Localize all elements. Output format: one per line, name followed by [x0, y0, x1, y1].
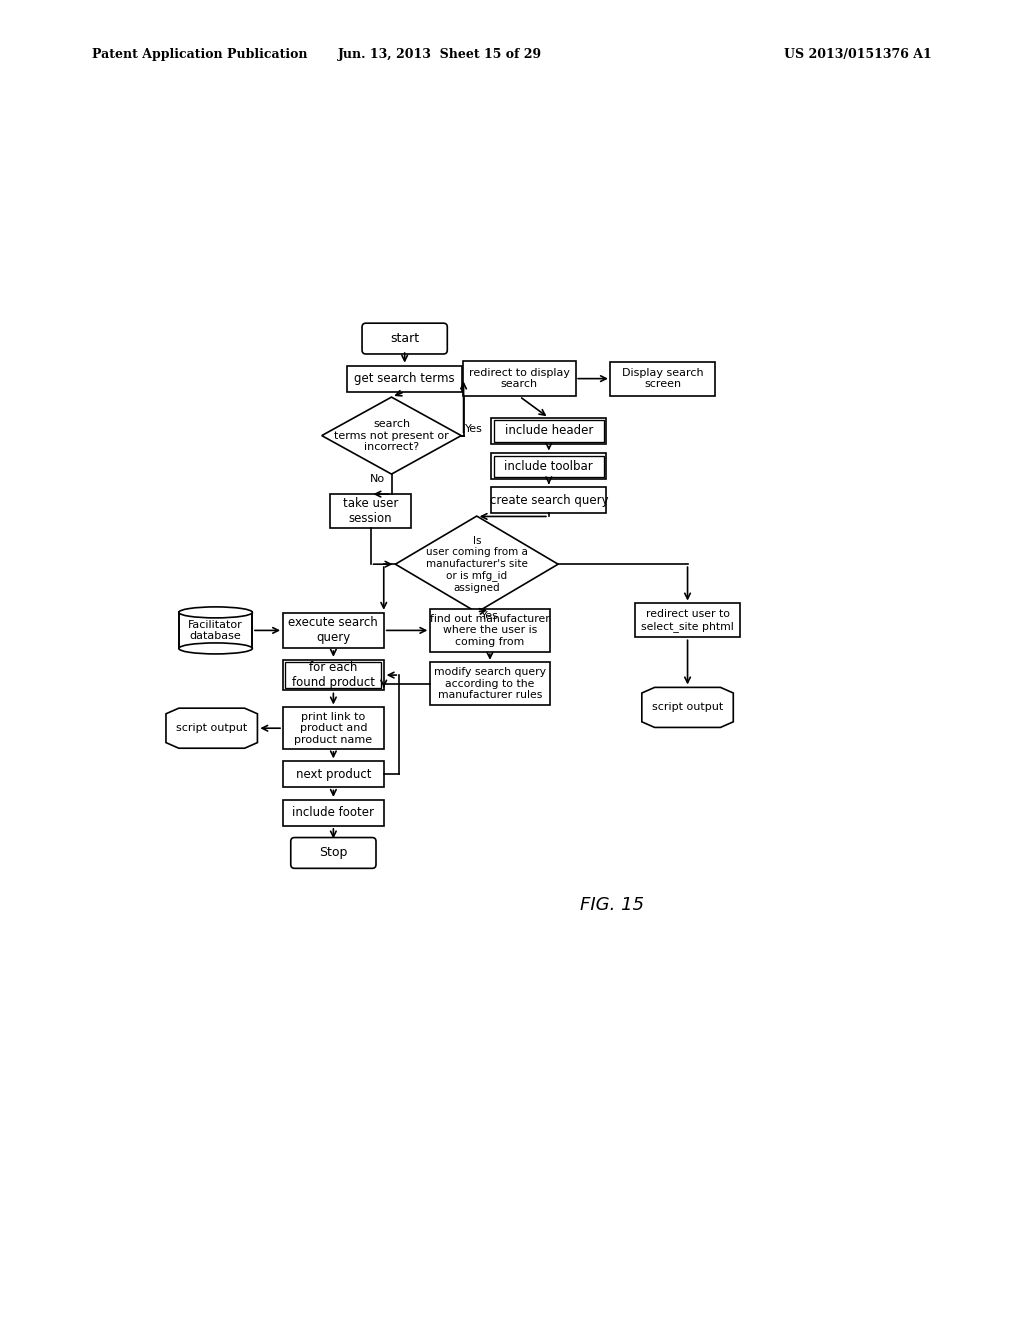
Text: modify search query
according to the
manufacturer rules: modify search query according to the man… — [434, 667, 546, 700]
Text: script output: script output — [652, 702, 723, 713]
Bar — [330, 494, 412, 528]
FancyBboxPatch shape — [291, 837, 376, 869]
Text: US 2013/0151376 A1: US 2013/0151376 A1 — [784, 48, 932, 61]
Bar — [283, 800, 384, 826]
Ellipse shape — [179, 643, 252, 653]
Polygon shape — [642, 688, 733, 727]
Bar — [430, 663, 550, 705]
Text: get search terms: get search terms — [354, 372, 455, 385]
Text: Jun. 13, 2013  Sheet 15 of 29: Jun. 13, 2013 Sheet 15 of 29 — [338, 48, 543, 61]
Text: Is
user coming from a
manufacturer's site
or is mfg_id
assigned: Is user coming from a manufacturer's sit… — [426, 536, 527, 593]
Bar — [179, 612, 252, 648]
Bar — [430, 610, 550, 652]
Bar — [286, 663, 381, 688]
Text: FIG. 15: FIG. 15 — [581, 896, 644, 915]
Text: Display search
screen: Display search screen — [622, 368, 703, 389]
Bar — [492, 487, 606, 513]
Bar — [492, 453, 606, 479]
Text: script output: script output — [176, 723, 248, 733]
Text: redirect to display
search: redirect to display search — [469, 368, 570, 389]
Text: search
terms not present or
incorrect?: search terms not present or incorrect? — [334, 418, 449, 453]
Polygon shape — [322, 397, 461, 474]
Bar — [283, 612, 384, 648]
Bar — [492, 418, 606, 444]
Ellipse shape — [179, 607, 252, 618]
Text: print link to
product and
product name: print link to product and product name — [294, 711, 373, 744]
Bar — [347, 366, 462, 392]
Bar — [494, 455, 604, 478]
Text: take user
session: take user session — [343, 498, 398, 525]
Bar — [635, 603, 740, 638]
Text: Stop: Stop — [319, 846, 347, 859]
Text: No: No — [370, 474, 385, 483]
Text: include toolbar: include toolbar — [505, 459, 593, 473]
Text: Patent Application Publication: Patent Application Publication — [92, 48, 307, 61]
Polygon shape — [166, 708, 257, 748]
Text: create search query: create search query — [489, 494, 608, 507]
Text: execute search
query: execute search query — [289, 616, 378, 644]
Bar — [283, 762, 384, 788]
Bar — [610, 362, 715, 396]
Text: include footer: include footer — [293, 807, 375, 820]
Bar — [463, 360, 575, 396]
FancyBboxPatch shape — [362, 323, 447, 354]
Bar — [494, 420, 604, 442]
Bar — [283, 660, 384, 690]
Polygon shape — [395, 516, 558, 612]
Text: start: start — [390, 333, 419, 345]
Text: redirect user to
select_site phtml: redirect user to select_site phtml — [641, 609, 734, 632]
Text: Facilitator
database: Facilitator database — [188, 619, 243, 642]
Text: for each
found product: for each found product — [292, 661, 375, 689]
Text: Yes: Yes — [480, 611, 499, 620]
Text: next product: next product — [296, 768, 371, 781]
Text: include header: include header — [505, 425, 593, 437]
Text: Yes: Yes — [465, 425, 483, 434]
Bar — [283, 708, 384, 750]
Text: find out manufacturer
where the user is
coming from: find out manufacturer where the user is … — [430, 614, 550, 647]
